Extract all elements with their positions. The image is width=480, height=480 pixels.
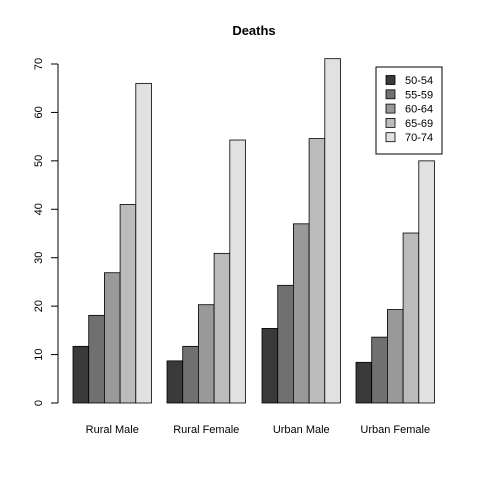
legend-swatch — [385, 118, 396, 128]
bar — [324, 58, 341, 404]
y-tick-label: 0 — [33, 400, 45, 406]
bar — [119, 204, 137, 404]
legend: 50-54 55-59 60-64 65-69 70-74 — [375, 66, 443, 155]
bar — [355, 361, 373, 404]
legend-label: 65-69 — [405, 118, 433, 130]
bar — [213, 252, 231, 404]
bar — [308, 138, 326, 404]
bar — [402, 232, 420, 404]
y-tick-label: 10 — [33, 348, 45, 360]
y-tick-label: 40 — [33, 203, 45, 215]
bar — [418, 160, 435, 404]
category-label: Rural Female — [173, 424, 239, 436]
category-label: Rural Male — [86, 424, 139, 436]
bar — [197, 304, 215, 404]
bar — [72, 345, 90, 404]
y-axis: 0 10 20 30 40 50 60 70 — [33, 58, 59, 406]
legend-label: 70-74 — [405, 132, 433, 144]
bar — [229, 139, 246, 404]
bar — [386, 309, 404, 404]
bar — [277, 284, 294, 404]
bar — [135, 82, 152, 404]
category-label: Urban Male — [273, 424, 330, 436]
y-tick-label: 20 — [33, 300, 45, 312]
legend-label: 60-64 — [405, 104, 433, 116]
bars — [72, 58, 435, 404]
bar — [88, 314, 105, 404]
y-tick-label: 30 — [33, 252, 45, 264]
legend-swatch — [385, 132, 396, 143]
legend-swatch — [385, 103, 396, 114]
chart-title: Deaths — [232, 23, 275, 38]
bar — [292, 223, 310, 404]
y-tick-label: 70 — [33, 58, 45, 70]
legend-label: 50-54 — [405, 75, 433, 87]
y-tick-label: 60 — [33, 106, 45, 118]
bar — [182, 345, 199, 404]
legend-swatch — [385, 89, 396, 100]
category-label: Urban Female — [360, 424, 430, 436]
y-tick-label: 50 — [33, 155, 45, 167]
bar — [261, 328, 279, 404]
bar — [104, 272, 121, 404]
category-labels: Rural Male Rural Female Urban Male Urban Fe… — [86, 424, 430, 436]
bar — [371, 336, 388, 404]
legend-label: 55-59 — [405, 89, 433, 101]
legend-swatch — [385, 75, 396, 85]
bar — [166, 360, 184, 404]
